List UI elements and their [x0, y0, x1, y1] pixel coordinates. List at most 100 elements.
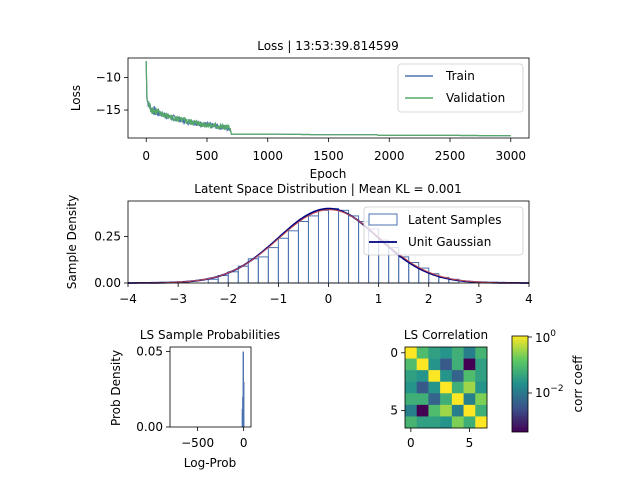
- correlation-cell: [416, 370, 429, 383]
- correlation-cell: [405, 358, 418, 371]
- probabilities-xtick-label: −500: [181, 436, 214, 450]
- latent-xtick-label: 1: [375, 292, 383, 306]
- loss-series-validation: [145, 60, 511, 137]
- correlation-cell: [440, 404, 453, 417]
- latent-hist-bar: [348, 215, 360, 284]
- latent-hist-bar: [267, 247, 279, 284]
- probabilities-title: LS Sample Probabilities: [140, 328, 280, 342]
- loss-panel: Loss | 13:53:39.814599 0 500 1000 1500 2000 2…: [69, 39, 530, 181]
- latent-panel: Latent Space Distribution | Mean KL = 0.…: [65, 182, 533, 306]
- correlation-cell: [440, 358, 453, 371]
- correlation-cell: [440, 381, 453, 394]
- correlation-cell: [463, 381, 476, 394]
- correlation-cell: [451, 358, 464, 371]
- latent-hist-bar: [307, 215, 319, 284]
- latent-xtick-label: −4: [119, 292, 137, 306]
- correlation-cell: [475, 416, 488, 429]
- latent-hist-bar: [257, 256, 269, 284]
- correlation-cell: [463, 416, 476, 429]
- colorbar-label: corr coeff: [571, 355, 585, 413]
- latent-xtick-label: 3: [475, 292, 483, 306]
- correlation-cell: [416, 416, 429, 429]
- loss-ylabel: Loss: [69, 85, 83, 111]
- latent-ytick-label: 0.00: [94, 276, 121, 290]
- latent-xtick-label: −3: [169, 292, 187, 306]
- loss-lines: [145, 60, 511, 137]
- correlation-cell: [405, 393, 418, 406]
- loss-xtick-label: 2000: [374, 149, 405, 163]
- correlation-cell: [416, 404, 429, 417]
- latent-hist-bar: [317, 209, 330, 284]
- latent-ytick-label: 0.25: [94, 229, 121, 243]
- legend-latent-samples-patch: [368, 213, 398, 226]
- latent-title: Latent Space Distribution | Mean KL = 0.…: [194, 182, 461, 196]
- probabilities-ylabel: Prob Density: [109, 350, 123, 426]
- loss-title: Loss | 13:53:39.814599: [257, 39, 399, 53]
- probabilities-axes-frame: [169, 346, 252, 428]
- correlation-cell: [475, 370, 488, 383]
- correlation-cell: [463, 358, 476, 371]
- latent-hist-bar: [237, 265, 249, 284]
- latent-ylabel: Sample Density: [65, 195, 79, 289]
- correlation-cell: [451, 393, 464, 406]
- correlation-cell: [428, 404, 441, 417]
- correlation-cell: [451, 404, 464, 417]
- legend-train-label: Train: [445, 69, 475, 83]
- correlation-cell: [451, 381, 464, 394]
- loss-xtick-label: 3000: [495, 149, 526, 163]
- colorbar-tick-label-2: 10−2: [535, 384, 564, 400]
- loss-ytick-label: −15: [96, 103, 121, 117]
- correlation-cell: [463, 393, 476, 406]
- probabilities-ytick-label: 0.00: [136, 420, 163, 434]
- loss-xtick-label: 500: [196, 149, 219, 163]
- correlation-axes-frame: [404, 346, 488, 429]
- latent-density-curve: [128, 209, 529, 284]
- latent-hist-bar: [247, 258, 259, 284]
- correlation-cell: [475, 393, 488, 406]
- correlation-cell: [428, 393, 441, 406]
- colorbar: [511, 335, 529, 433]
- correlation-cell: [440, 347, 453, 359]
- correlation-cell: [428, 358, 441, 371]
- latent-xtick-label: 0: [325, 292, 333, 306]
- correlation-cell: [463, 347, 476, 359]
- probabilities-ytick-label: 0.05: [136, 345, 163, 359]
- correlation-xtick-label: 0: [407, 436, 415, 450]
- colorbar-tick-label-1: 100: [535, 329, 556, 345]
- correlation-cell: [405, 416, 418, 429]
- correlation-cell: [428, 347, 441, 359]
- correlation-cell: [416, 381, 429, 394]
- legend-unit-gaussian-label: Unit Gaussian: [408, 235, 491, 249]
- probabilities-xtick-label: 0: [240, 436, 248, 450]
- correlation-cell: [405, 347, 418, 359]
- loss-ytick-label: −10: [96, 71, 121, 85]
- latent-legend-box: [363, 206, 524, 256]
- correlation-heatmap: [405, 347, 488, 429]
- latent-legend: Latent Samples Unit Gaussian: [363, 206, 524, 256]
- latent-xtick-label: 4: [525, 292, 533, 306]
- correlation-cell: [475, 347, 488, 359]
- correlation-cell: [405, 381, 418, 394]
- correlation-cell: [428, 381, 441, 394]
- loss-xtick-label: 2500: [435, 149, 466, 163]
- correlation-cell: [440, 393, 453, 406]
- correlation-cell: [428, 416, 441, 429]
- latent-xtick-label: −1: [270, 292, 288, 306]
- probabilities-panel: LS Sample Probabilities −500 0 0.00 0.05 L…: [109, 328, 280, 470]
- legend-validation-label: Validation: [446, 91, 505, 105]
- latent-yticks: 0.00 0.25: [94, 229, 128, 290]
- correlation-cell: [440, 370, 453, 383]
- probability-bars: [241, 351, 245, 427]
- correlation-cell: [440, 416, 453, 429]
- correlation-ytick-label: 5: [390, 404, 398, 418]
- loss-xlabel: Epoch: [310, 167, 347, 181]
- correlation-cell: [416, 393, 429, 406]
- latent-hist-bar: [287, 230, 299, 284]
- correlation-cell: [405, 370, 418, 383]
- loss-xtick-label: 0: [142, 149, 150, 163]
- correlation-cell: [451, 370, 464, 383]
- latent-xtick-label: 2: [425, 292, 433, 306]
